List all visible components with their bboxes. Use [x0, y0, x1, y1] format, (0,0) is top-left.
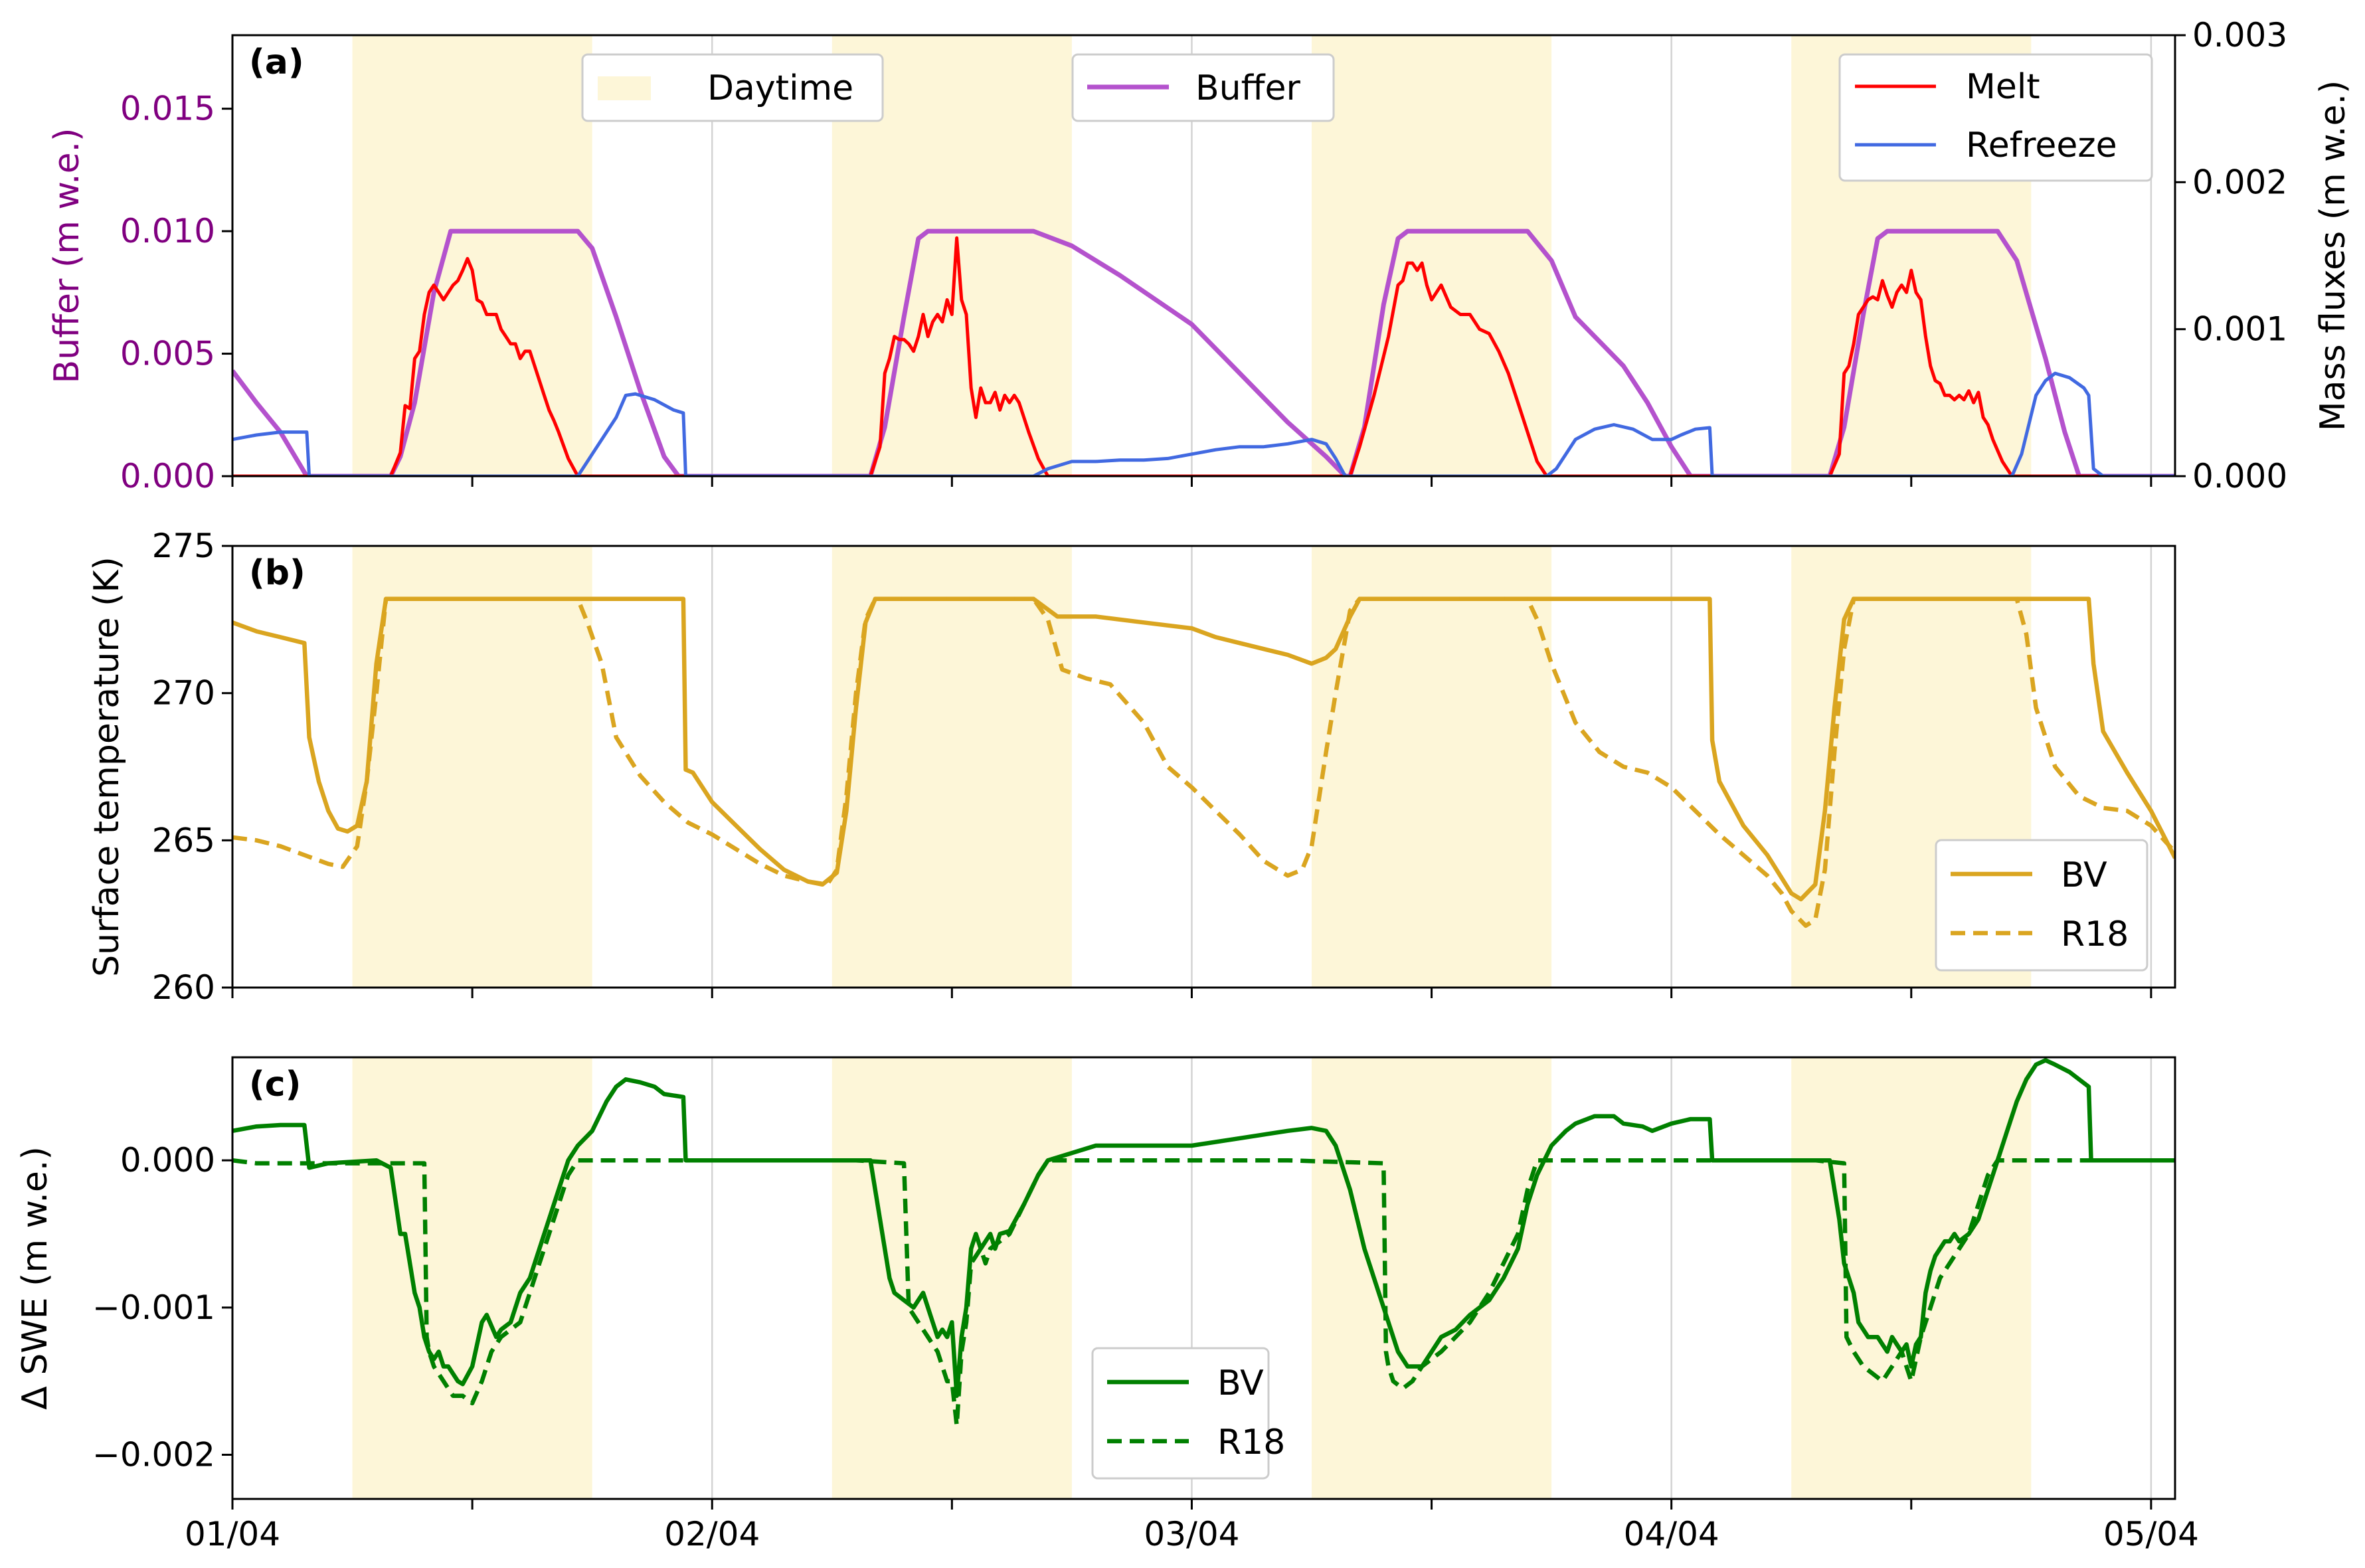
- y-tick-label: 0.015: [120, 90, 215, 128]
- legend-label-refreeze: Refreeze: [1966, 126, 2117, 165]
- panel-label: (b): [249, 553, 306, 593]
- y-axis-title: Buffer (m w.e.): [47, 128, 87, 384]
- panel-3: −0.002 −0.001 0.000 Δ SWE (m w.e.) 01/04 02/0…: [15, 1056, 2199, 1553]
- legend-label-buffer: Buffer: [1195, 68, 1300, 108]
- legend-box: [1071, 53, 1335, 122]
- panel-2: 260 265 270 275 Surface temperature (K) (b) BV…: [87, 527, 2176, 1007]
- legend-label-daytime: Daytime: [707, 68, 853, 108]
- panel-frame: [231, 1056, 2176, 1500]
- panel-frame: [231, 545, 2176, 989]
- y-axis-title: Δ SWE (m w.e.): [15, 1146, 55, 1409]
- legend-label-melt: Melt: [1966, 67, 2040, 107]
- panel-label: (a): [249, 43, 304, 82]
- y2-tick-label: 0.002: [2192, 163, 2287, 201]
- legend-box: [581, 53, 884, 122]
- series-line-r18-3: [232, 1158, 2175, 1428]
- y2-tick-label: 0.003: [2192, 16, 2287, 54]
- y-tick-label: −0.001: [92, 1288, 215, 1327]
- y-tick-label: 0.010: [120, 212, 215, 250]
- series-line-bv-3: [232, 1058, 2175, 1399]
- legend-label-r18: R18: [2061, 915, 2129, 954]
- daytime-band: [352, 1057, 592, 1499]
- series-line-buffer-1: [232, 228, 2175, 476]
- y-axis-title: Surface temperature (K): [87, 557, 127, 977]
- x-tick-label: 05/04: [2103, 1515, 2199, 1553]
- daytime-band: [1312, 546, 1552, 988]
- series-line-refreeze-1: [232, 371, 2175, 476]
- series-line-melt-1: [232, 236, 2175, 476]
- series-group: [232, 1058, 2175, 1428]
- daytime-band: [832, 1057, 1072, 1499]
- y-tick-label: −0.002: [92, 1436, 215, 1474]
- x-tick-label: 04/04: [1624, 1515, 1719, 1553]
- x-tick-label: 01/04: [185, 1515, 280, 1553]
- series-line-r18-2: [232, 596, 2175, 928]
- y2-tick-label: 0.001: [2192, 310, 2287, 349]
- panel-label: (c): [249, 1065, 301, 1104]
- legend-label-r18: R18: [1217, 1423, 1285, 1462]
- y-tick-label: 260: [152, 968, 215, 1007]
- y-tick-label: 0.000: [120, 457, 215, 495]
- y-tick-label: 270: [152, 674, 215, 713]
- y2-axis-title: Mass fluxes (m w.e.): [2313, 80, 2353, 432]
- daytime-band: [832, 546, 1072, 988]
- legend-panel-2: BV R18: [1935, 839, 2148, 972]
- x-tick-label: 02/04: [664, 1515, 760, 1553]
- y-tick-label: 275: [152, 527, 215, 565]
- daytime-band: [1791, 1057, 2032, 1499]
- legend-daytime: Daytime: [581, 53, 884, 122]
- legend-panel-3: BV R18: [1091, 1347, 1285, 1480]
- daytime-band: [352, 35, 592, 476]
- panel-frame: [231, 34, 2176, 478]
- legend-swatch-daytime: [598, 76, 651, 100]
- x-tick-label: 03/04: [1144, 1515, 1239, 1553]
- y2-tick-label: 0.000: [2192, 457, 2287, 495]
- plot-layer: 0.000 0.005 0.010 0.015 Buffer (m w.e.) 0.000…: [15, 16, 2353, 1553]
- daytime-band: [1312, 35, 1552, 476]
- y-tick-label: 0.000: [120, 1141, 215, 1179]
- daytime-band: [352, 546, 592, 988]
- y-tick-label: 0.005: [120, 335, 215, 373]
- series-group: [232, 596, 2175, 928]
- legend-buffer: Buffer: [1071, 53, 1335, 122]
- legend-label-bv: BV: [2061, 855, 2107, 895]
- legend-melt-refreeze: Melt Refreeze: [1838, 53, 2153, 182]
- legend-label-bv: BV: [1217, 1363, 1264, 1403]
- series-group: [232, 228, 2175, 476]
- daytime-band: [1312, 1057, 1552, 1499]
- y-tick-label: 265: [152, 821, 215, 859]
- panel-1: 0.000 0.005 0.010 0.015 Buffer (m w.e.) 0.000…: [47, 16, 2353, 495]
